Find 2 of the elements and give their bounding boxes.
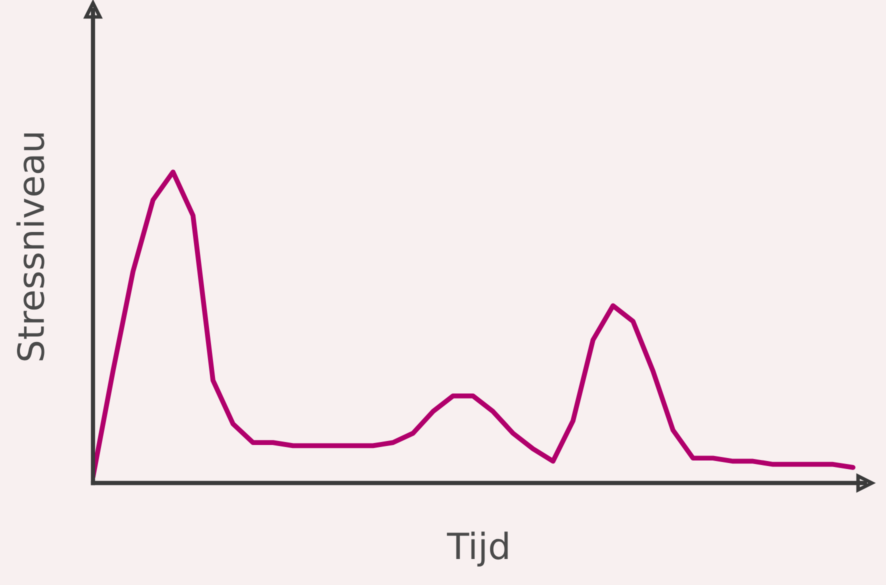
y-axis-title: Stressniveau [16,134,44,360]
x-axis-title: Tijd [446,532,508,567]
